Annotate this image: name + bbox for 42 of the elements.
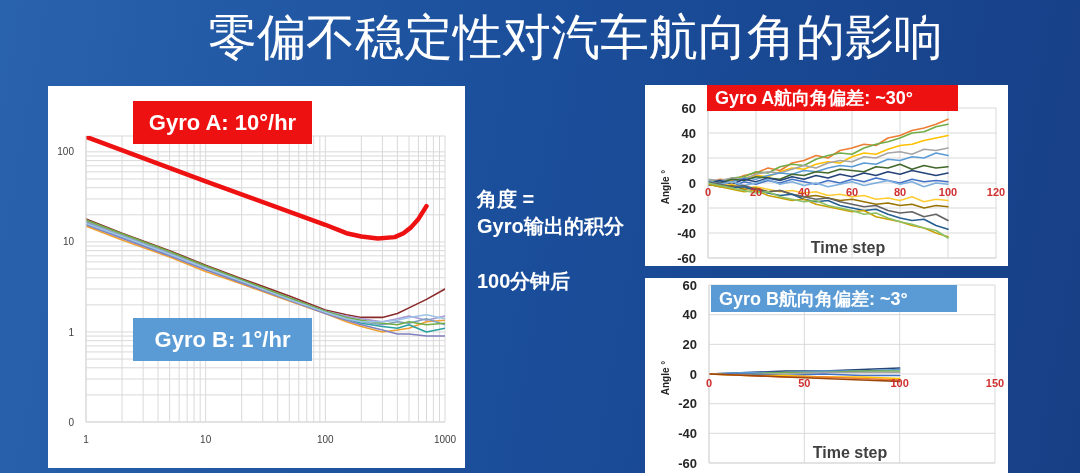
- x-axis-title: Time step: [812, 444, 888, 461]
- y-axis-title: Angle °: [659, 360, 671, 396]
- x-tick-label: 120: [986, 185, 1006, 198]
- y-tick-label: 20: [681, 150, 696, 166]
- chart-title: Gyro A航向角偏差: ~30°: [715, 88, 914, 108]
- text: 角度 =: [477, 188, 535, 210]
- x-tick-label: 50: [798, 376, 811, 389]
- y-tick-label: 40: [681, 125, 696, 141]
- y-tick-label: 20: [682, 336, 697, 352]
- y-tick-label: 40: [682, 307, 697, 323]
- x-tick-label: 150: [985, 376, 1005, 389]
- x-tick-label: 80: [893, 185, 907, 198]
- x-tick-label: 1000: [433, 434, 457, 446]
- text: 100分钟后: [477, 270, 571, 292]
- y-tick-label: -20: [678, 396, 697, 412]
- y-tick-label: -40: [677, 225, 696, 241]
- y-tick-label: 10: [62, 236, 75, 248]
- text: 零偏不稳定性对汽车航向角的影响: [207, 10, 943, 64]
- x-tick-label: 10: [200, 434, 212, 446]
- y-tick-label: -60: [677, 250, 696, 266]
- text: Gyro A: 10°/hr: [148, 109, 297, 135]
- y-tick-label: 60: [682, 277, 697, 293]
- x-tick-label: 1: [83, 434, 90, 446]
- x-tick-label: 60: [845, 185, 859, 198]
- y-tick-label: -20: [677, 200, 696, 216]
- x-tick-label: 100: [938, 185, 958, 198]
- y-tick-label: 60: [681, 100, 696, 116]
- y-tick-label: -40: [678, 425, 697, 441]
- x-axis-title: Time step: [810, 239, 886, 256]
- x-tick-label: 0: [705, 376, 713, 389]
- y-tick-label: 100: [57, 146, 75, 158]
- x-tick-label: 0: [704, 185, 712, 198]
- y-tick-label: 0: [68, 416, 75, 428]
- x-tick-label: 100: [890, 376, 909, 389]
- annotation: Gyro B: 1°/hr: [154, 326, 291, 352]
- y-tick-label: -60: [678, 455, 697, 471]
- text: Gyro输出的积分: [477, 215, 624, 237]
- x-tick-label: 20: [749, 185, 763, 198]
- y-tick-label: 1: [68, 326, 75, 338]
- y-axis-title: Angle °: [659, 169, 671, 205]
- chart-title: Gyro B航向角偏差: ~3°: [719, 288, 908, 309]
- x-tick-label: 100: [316, 434, 335, 446]
